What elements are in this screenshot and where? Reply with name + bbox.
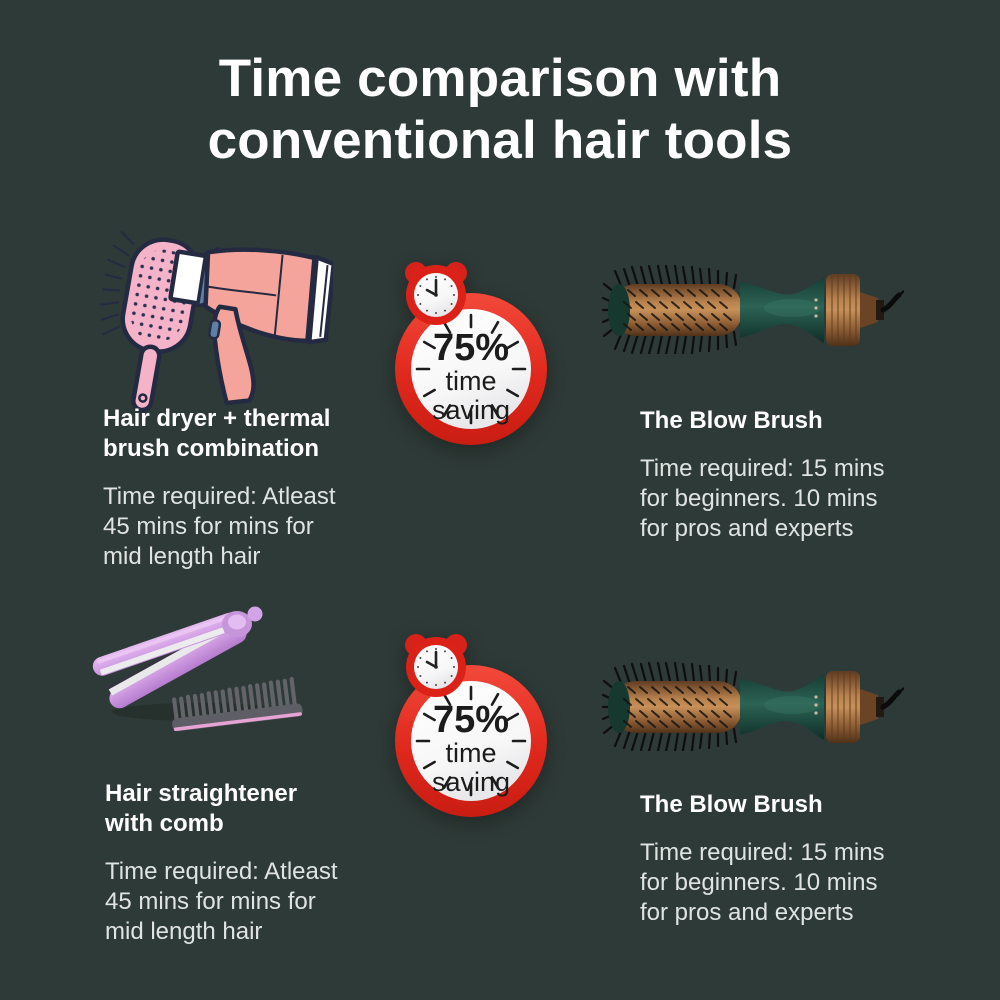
time-saving-badge: 75% time saving	[382, 625, 560, 833]
product-time: Time required: 15 mins for beginners. 10…	[640, 455, 885, 542]
blow-brush-product-photo	[602, 258, 904, 354]
blow-brush-product-photo	[602, 655, 904, 751]
comb-icon	[172, 676, 303, 732]
hair-dryer-icon	[168, 247, 333, 406]
product-name: The Blow Brush	[640, 407, 823, 434]
hair-dryer-and-round-brush-illustration	[100, 230, 333, 413]
saving-label-line1: time	[445, 366, 497, 396]
page-title: Time comparison with conventional hair t…	[207, 49, 793, 170]
conventional-tool-name: Hair dryer + thermal brush combination	[103, 405, 331, 462]
saving-percent: 75%	[432, 327, 510, 369]
conventional-tool-time: Time required: Atleast 45 mins for mins …	[105, 858, 338, 945]
time-saving-badge: 75% time saving	[382, 253, 560, 461]
conventional-tool-text: Hair dryer + thermal brush combination T…	[103, 386, 403, 590]
hair-straightener-and-comb-illustration	[92, 606, 303, 732]
conventional-tool-text: Hair straightener with comb Time require…	[105, 761, 405, 965]
product-time: Time required: 15 mins for beginners. 10…	[640, 839, 885, 926]
conventional-tool-name: Hair straightener with comb	[105, 780, 298, 837]
product-name: The Blow Brush	[640, 791, 823, 818]
saving-label-line2: saving	[431, 767, 511, 797]
conventional-tool-time: Time required: Atleast 45 mins for mins …	[103, 483, 336, 570]
hair-straightener-icon	[92, 606, 263, 709]
saving-label-line2: saving	[431, 395, 511, 425]
saving-label-line1: time	[445, 738, 497, 768]
product-text: The Blow Brush Time required: 15 mins fo…	[640, 772, 940, 946]
product-text: The Blow Brush Time required: 15 mins fo…	[640, 388, 940, 562]
saving-percent: 75%	[432, 699, 510, 741]
time-saving-label: 75% time saving	[391, 329, 551, 425]
time-saving-label: 75% time saving	[391, 701, 551, 797]
